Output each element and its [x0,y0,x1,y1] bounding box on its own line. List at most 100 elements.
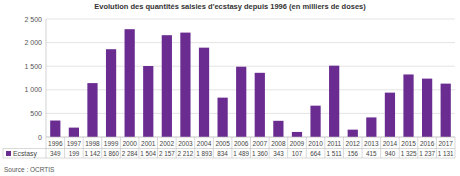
bar [199,48,209,137]
bar [162,35,172,137]
tick-label: 1 000 [24,86,42,93]
category-label: 2010 [308,140,323,147]
data-label: 940 [385,150,396,157]
bar [69,128,79,137]
data-label: 349 [50,150,61,157]
data-label: 1 131 [438,150,454,157]
category-label: 2000 [122,140,137,147]
tick-label: 2 000 [24,39,42,46]
data-label: 199 [69,150,80,157]
table-line [343,137,344,158]
grid-line [46,19,455,20]
title: Evolution des quantités saisies d'ecstas… [94,2,366,11]
category-label: 2016 [420,140,435,147]
table-line [157,137,158,158]
bar [50,121,60,137]
data-label: 1 511 [327,150,343,157]
legend-label: Ecstasy [13,150,37,158]
category-label: 1996 [48,140,63,147]
data-label: 156 [347,150,358,157]
category-label: 2013 [364,140,379,147]
data-label: 2 157 [159,150,175,157]
bar [422,79,432,137]
bar [310,106,320,137]
bars [50,29,451,137]
data-label: 343 [273,150,284,157]
bar [292,132,302,137]
grid-line [46,42,455,43]
table-line [83,137,84,158]
table-line [3,149,4,159]
source: Source : OCRTIS [4,166,55,173]
bar [180,33,190,137]
table-line [287,137,288,158]
category-label: 2007 [253,140,268,147]
tick-label: 2 500 [24,16,42,23]
data-label: 1 893 [196,150,212,157]
table-line [436,137,437,158]
bar [385,93,395,137]
table-line [306,137,307,158]
table-line [231,137,232,158]
category-label: 2014 [383,140,398,147]
chart: Evolution des quantités saisies d'ecstas… [0,0,460,176]
table-line [324,137,325,158]
bar [403,74,413,137]
category-label: 2008 [271,140,286,147]
category-label: 2004 [197,140,212,147]
bar [125,29,135,137]
bar [348,130,358,137]
data-label: 834 [217,150,228,157]
category-label: 2015 [401,140,416,147]
data-label: 2 284 [122,150,138,157]
bar [366,117,376,137]
table-line [417,137,418,158]
data-label: 1 237 [419,150,435,157]
data-label: 1 325 [401,150,417,157]
table-line [362,137,363,158]
bar [106,49,116,137]
data-label: 1 504 [140,150,156,157]
bar [87,83,97,137]
table-line [3,158,455,159]
bar [441,84,451,137]
category-label: 1997 [67,140,82,147]
table-line [213,137,214,158]
legend-swatch [6,151,11,156]
category-label: 1999 [104,140,119,147]
table-line [399,137,400,158]
category-label: 2002 [160,140,175,147]
data-label: 2 212 [178,150,194,157]
data-label: 1 360 [252,150,268,157]
category-label: 2006 [234,140,249,147]
category-label: 2011 [327,140,341,147]
bar [255,73,265,137]
bar [273,121,283,137]
table-line [194,137,195,158]
category-label: 2009 [290,140,305,147]
table-line [46,137,47,158]
data-label: 107 [292,150,303,157]
data-label: 415 [366,150,377,157]
bar [218,98,228,137]
table-line [64,137,65,158]
bar [236,67,246,137]
table-line [120,137,121,158]
tick-label: 0 [38,134,42,141]
y-axis [46,19,47,137]
category-label: 2003 [178,140,193,147]
category-label: 2001 [141,140,156,147]
tick-label: 1 500 [24,63,42,70]
category-label: 2017 [438,140,453,147]
tick-label: 500 [30,110,42,117]
table-line [250,137,251,158]
table-line [138,137,139,158]
data-label: 664 [310,150,321,157]
data-label: 1 860 [103,150,119,157]
table-line [176,137,177,158]
table-line [380,137,381,158]
table-line [101,137,102,158]
data-label: 1 142 [85,150,101,157]
category-label: 1998 [85,140,100,147]
category-label: 2012 [346,140,361,147]
